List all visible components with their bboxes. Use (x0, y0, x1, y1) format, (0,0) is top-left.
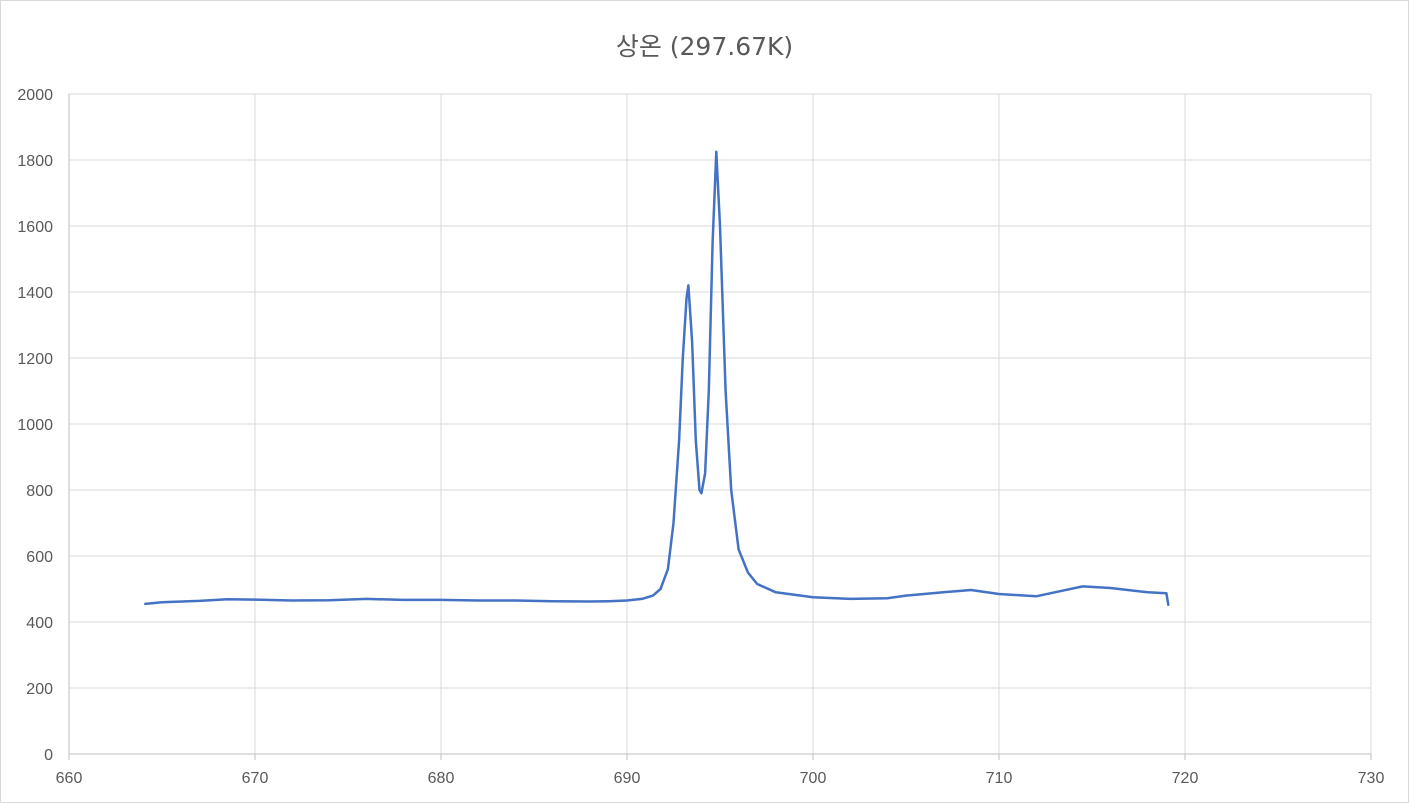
x-tick-label: 700 (800, 770, 827, 787)
y-tick-label: 200 (26, 681, 53, 698)
y-tick-label: 2000 (17, 87, 53, 104)
x-tick-label: 710 (986, 770, 1013, 787)
y-tick-label: 600 (26, 549, 53, 566)
x-tick-label: 720 (1172, 770, 1199, 787)
y-tick-label: 1600 (17, 219, 53, 236)
y-tick-label: 1200 (17, 351, 53, 368)
series-line (144, 150, 1170, 607)
x-tick-label: 680 (428, 770, 455, 787)
x-tick-label: 690 (614, 770, 641, 787)
y-tick-label: 400 (26, 615, 53, 632)
y-tick-label: 1400 (17, 285, 53, 302)
y-tick-label: 1800 (17, 153, 53, 170)
x-tick-label: 730 (1358, 770, 1385, 787)
chart-title: 상온 (297.67K) (615, 32, 794, 61)
y-tick-label: 800 (26, 483, 53, 500)
x-tick-label: 670 (242, 770, 269, 787)
x-tick-label: 660 (56, 770, 83, 787)
y-tick-label: 1000 (17, 417, 53, 434)
y-tick-label: 0 (44, 747, 53, 764)
